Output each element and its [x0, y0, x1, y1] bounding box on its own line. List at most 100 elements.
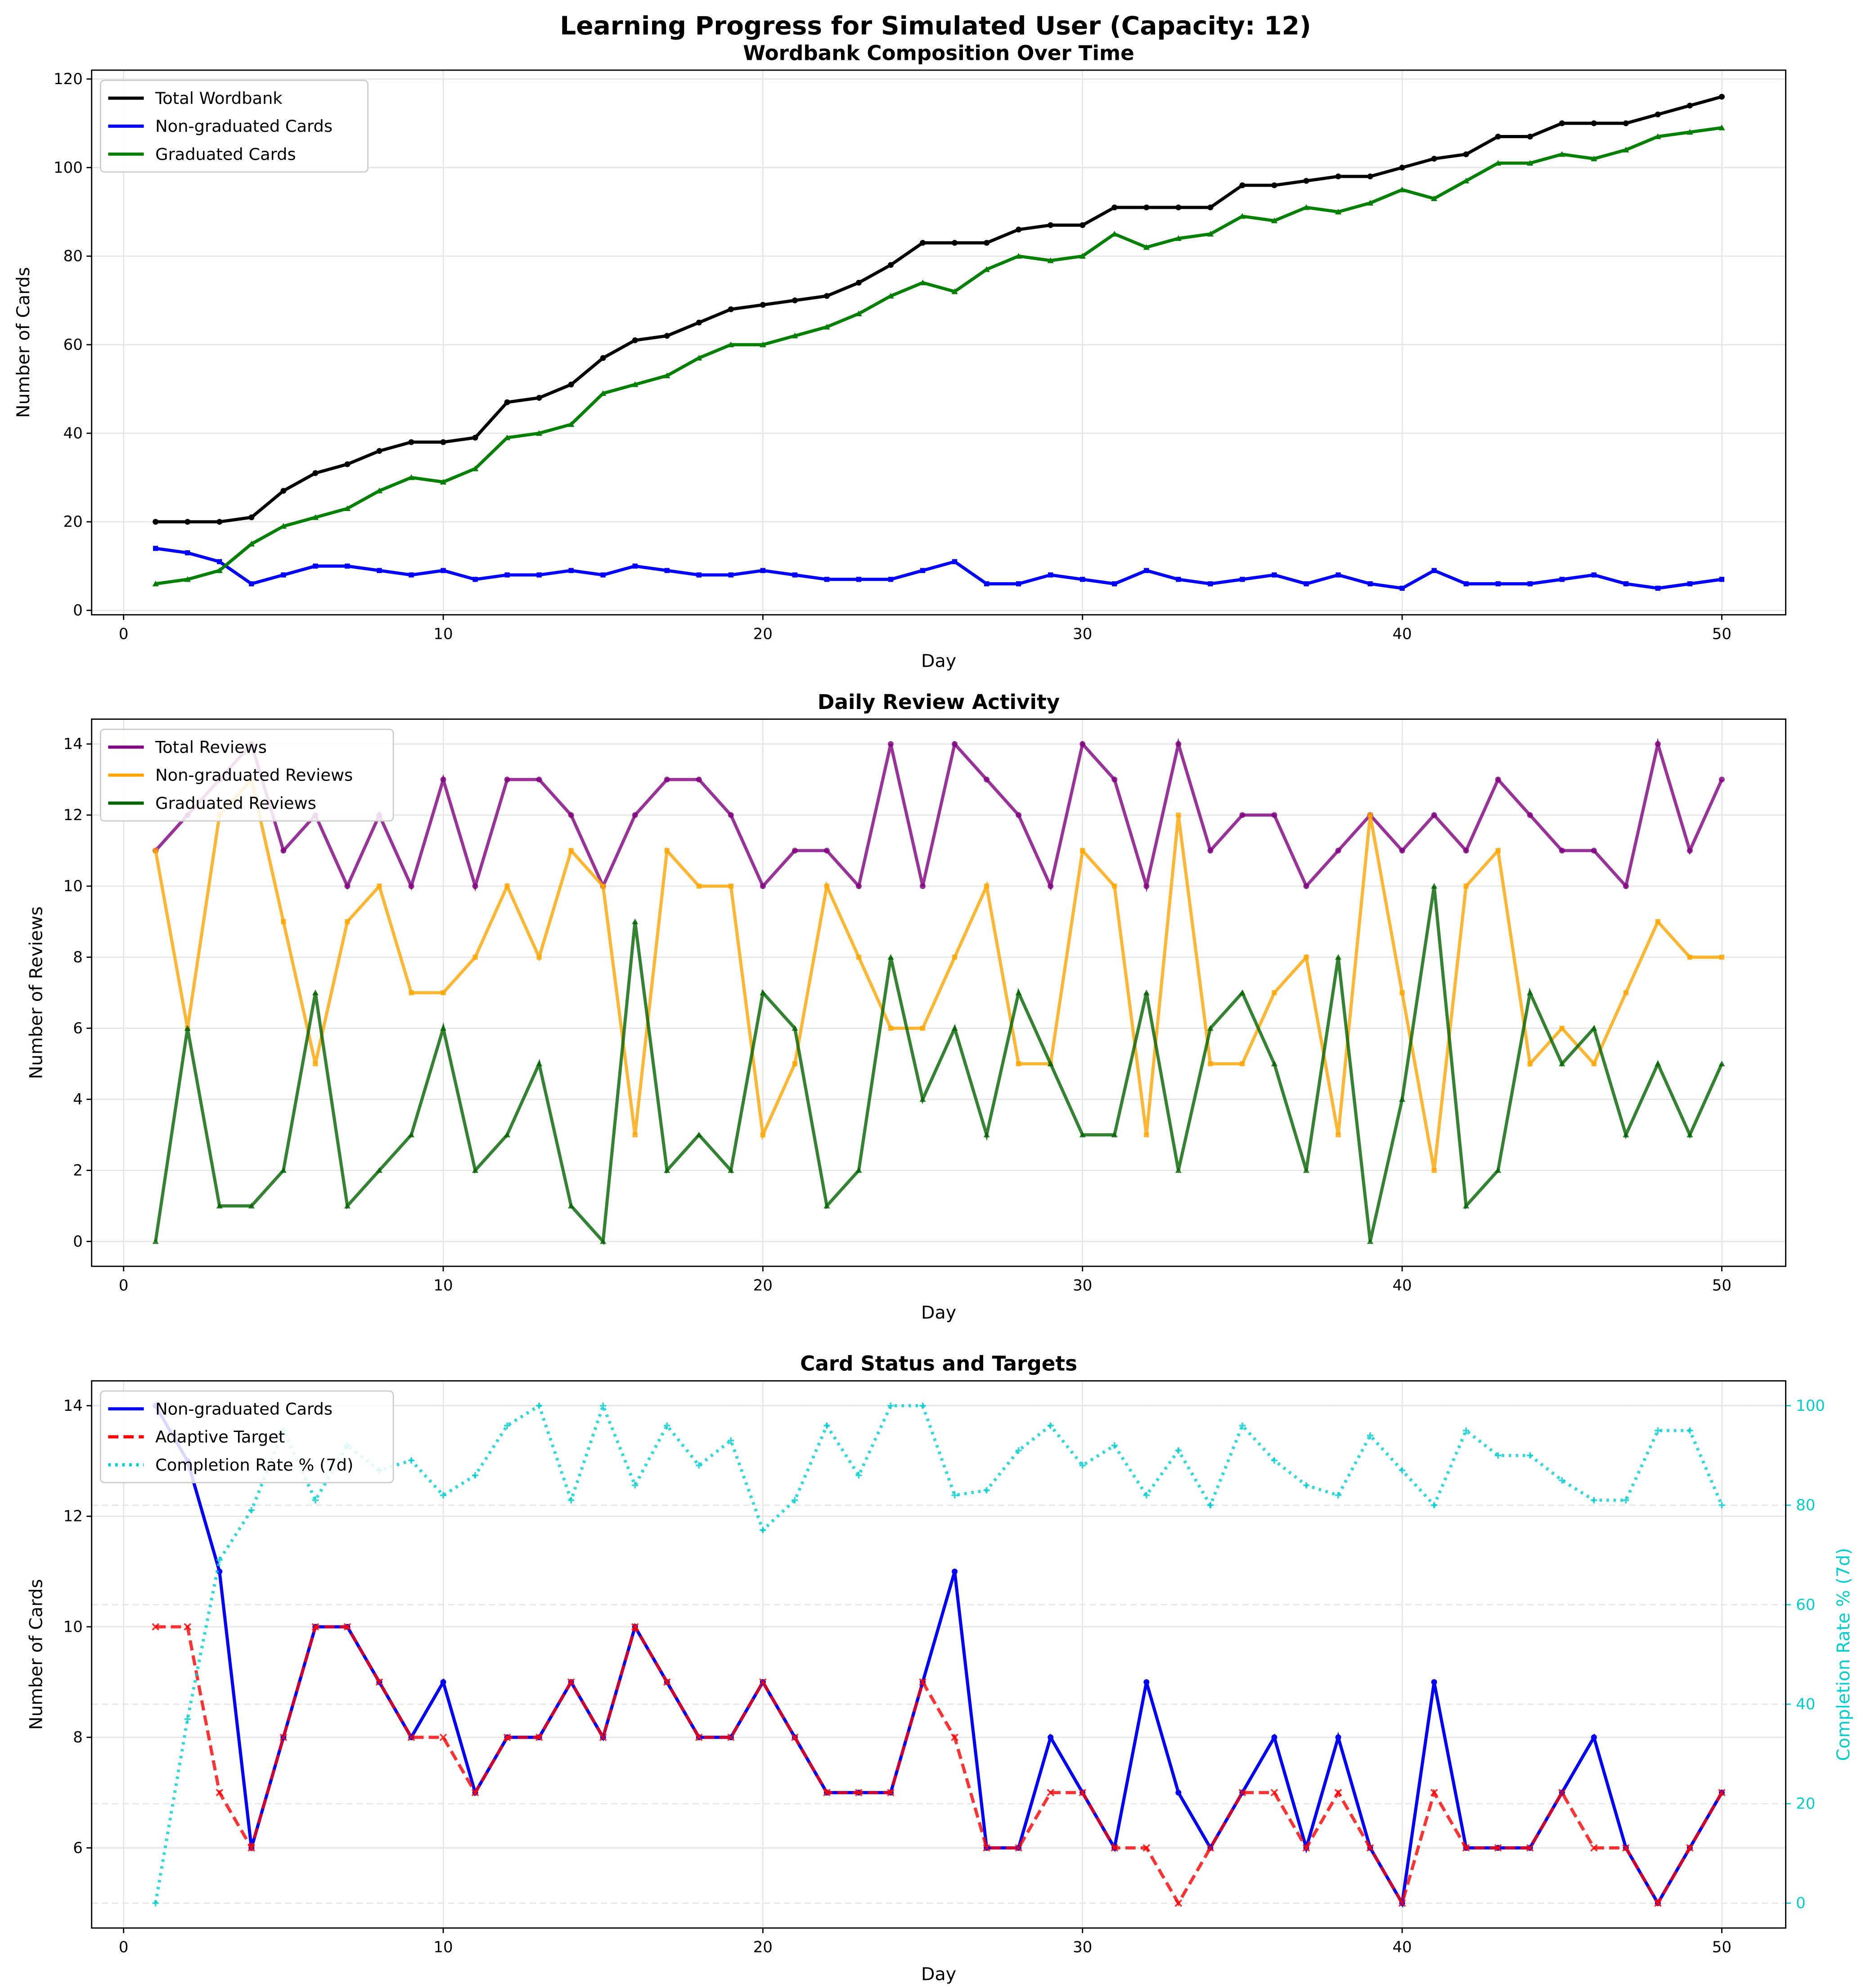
data-point	[503, 1733, 511, 1741]
data-point	[664, 848, 670, 853]
data-point	[184, 1025, 191, 1031]
plot-frame	[91, 718, 1786, 1267]
data-point	[376, 1167, 383, 1173]
series-line-adaptive-target	[155, 1623, 1723, 1907]
data-point	[440, 479, 447, 485]
data-point	[1207, 1025, 1214, 1031]
data-point	[887, 1789, 895, 1797]
data-point	[919, 279, 926, 286]
data-point	[1431, 812, 1437, 818]
data-point	[1303, 883, 1309, 889]
data-point	[1431, 568, 1437, 573]
data-point	[1206, 1844, 1214, 1852]
data-point	[1719, 577, 1725, 582]
data-point	[1335, 173, 1341, 180]
data-point	[1303, 1482, 1310, 1489]
data-point	[1079, 741, 1086, 747]
y-tick-label: 40	[63, 424, 83, 442]
data-point	[1559, 1477, 1565, 1484]
plot-frame	[91, 69, 1786, 615]
y-tick-label: 14	[63, 1397, 83, 1415]
data-point	[759, 1678, 767, 1686]
data-point	[152, 1900, 159, 1907]
data-point	[1623, 581, 1628, 587]
data-point	[1687, 129, 1693, 135]
legend: Non-graduated Cards Adaptive Target Comple…	[100, 1390, 394, 1484]
data-point	[1591, 848, 1597, 854]
data-point	[984, 776, 990, 783]
x-tick-label: 40	[1392, 1277, 1412, 1295]
data-point	[472, 1167, 479, 1173]
data-point	[856, 577, 862, 582]
data-point	[504, 776, 510, 783]
figure-title: Learning Progress for Simulated User (Ca…	[560, 11, 1311, 41]
data-point	[1431, 1679, 1437, 1685]
data-point	[696, 1462, 702, 1469]
x-tick-label: 50	[1712, 1277, 1732, 1295]
data-point	[1399, 164, 1405, 171]
data-point	[951, 1025, 958, 1031]
data-point	[952, 559, 958, 565]
data-point	[1143, 204, 1150, 211]
data-point	[1142, 1844, 1151, 1852]
data-point	[983, 1844, 990, 1852]
data-point	[1144, 568, 1149, 573]
data-point	[1143, 883, 1150, 889]
data-point	[184, 519, 191, 525]
y-tick-label: 10	[63, 1618, 83, 1636]
data-point	[1655, 1427, 1661, 1434]
data-point	[536, 1402, 543, 1409]
data-point	[280, 523, 287, 529]
data-point	[952, 955, 958, 960]
x-tick-label: 0	[119, 1938, 129, 1956]
data-point	[1591, 1025, 1597, 1031]
data-point	[568, 381, 574, 388]
data-point	[1207, 848, 1214, 854]
data-point	[472, 435, 478, 441]
data-point	[1175, 741, 1182, 747]
right-y-tick-label: 0	[1796, 1894, 1806, 1912]
data-point	[184, 576, 191, 582]
legend-label: Total Wordbank	[155, 89, 283, 108]
data-point	[984, 884, 989, 889]
data-point	[536, 955, 542, 960]
data-point	[1080, 577, 1085, 582]
data-point	[504, 1131, 511, 1138]
data-point	[536, 776, 542, 783]
data-point	[280, 1167, 287, 1173]
data-point	[376, 448, 382, 454]
data-point	[184, 1716, 191, 1723]
legend-box	[100, 80, 369, 173]
data-point	[823, 1203, 830, 1209]
data-point	[792, 297, 798, 304]
data-point	[1016, 581, 1021, 587]
data-point	[1623, 990, 1628, 996]
data-point	[920, 883, 926, 889]
data-point	[1239, 182, 1246, 188]
data-point	[664, 1167, 670, 1173]
data-point	[1527, 581, 1533, 587]
data-point	[1240, 577, 1245, 582]
data-point	[1111, 1131, 1118, 1138]
data-point	[1112, 884, 1117, 889]
data-point	[951, 1492, 958, 1499]
data-point	[248, 1203, 255, 1209]
data-point	[1334, 1789, 1342, 1797]
data-point	[1111, 1442, 1118, 1449]
y-tick-label: 100	[54, 159, 83, 177]
data-point	[888, 741, 894, 747]
data-point	[1176, 812, 1181, 818]
data-point	[792, 1497, 798, 1503]
data-point	[184, 1623, 192, 1631]
data-point	[1527, 1061, 1533, 1067]
data-point	[1079, 1462, 1086, 1469]
data-point	[1207, 231, 1214, 237]
data-point	[311, 1623, 319, 1631]
data-point	[153, 848, 158, 853]
data-point	[313, 1061, 318, 1067]
data-point	[1687, 848, 1693, 854]
data-point	[409, 990, 414, 996]
data-point	[1175, 1790, 1182, 1796]
data-point	[696, 319, 702, 326]
data-point	[1655, 1060, 1661, 1067]
